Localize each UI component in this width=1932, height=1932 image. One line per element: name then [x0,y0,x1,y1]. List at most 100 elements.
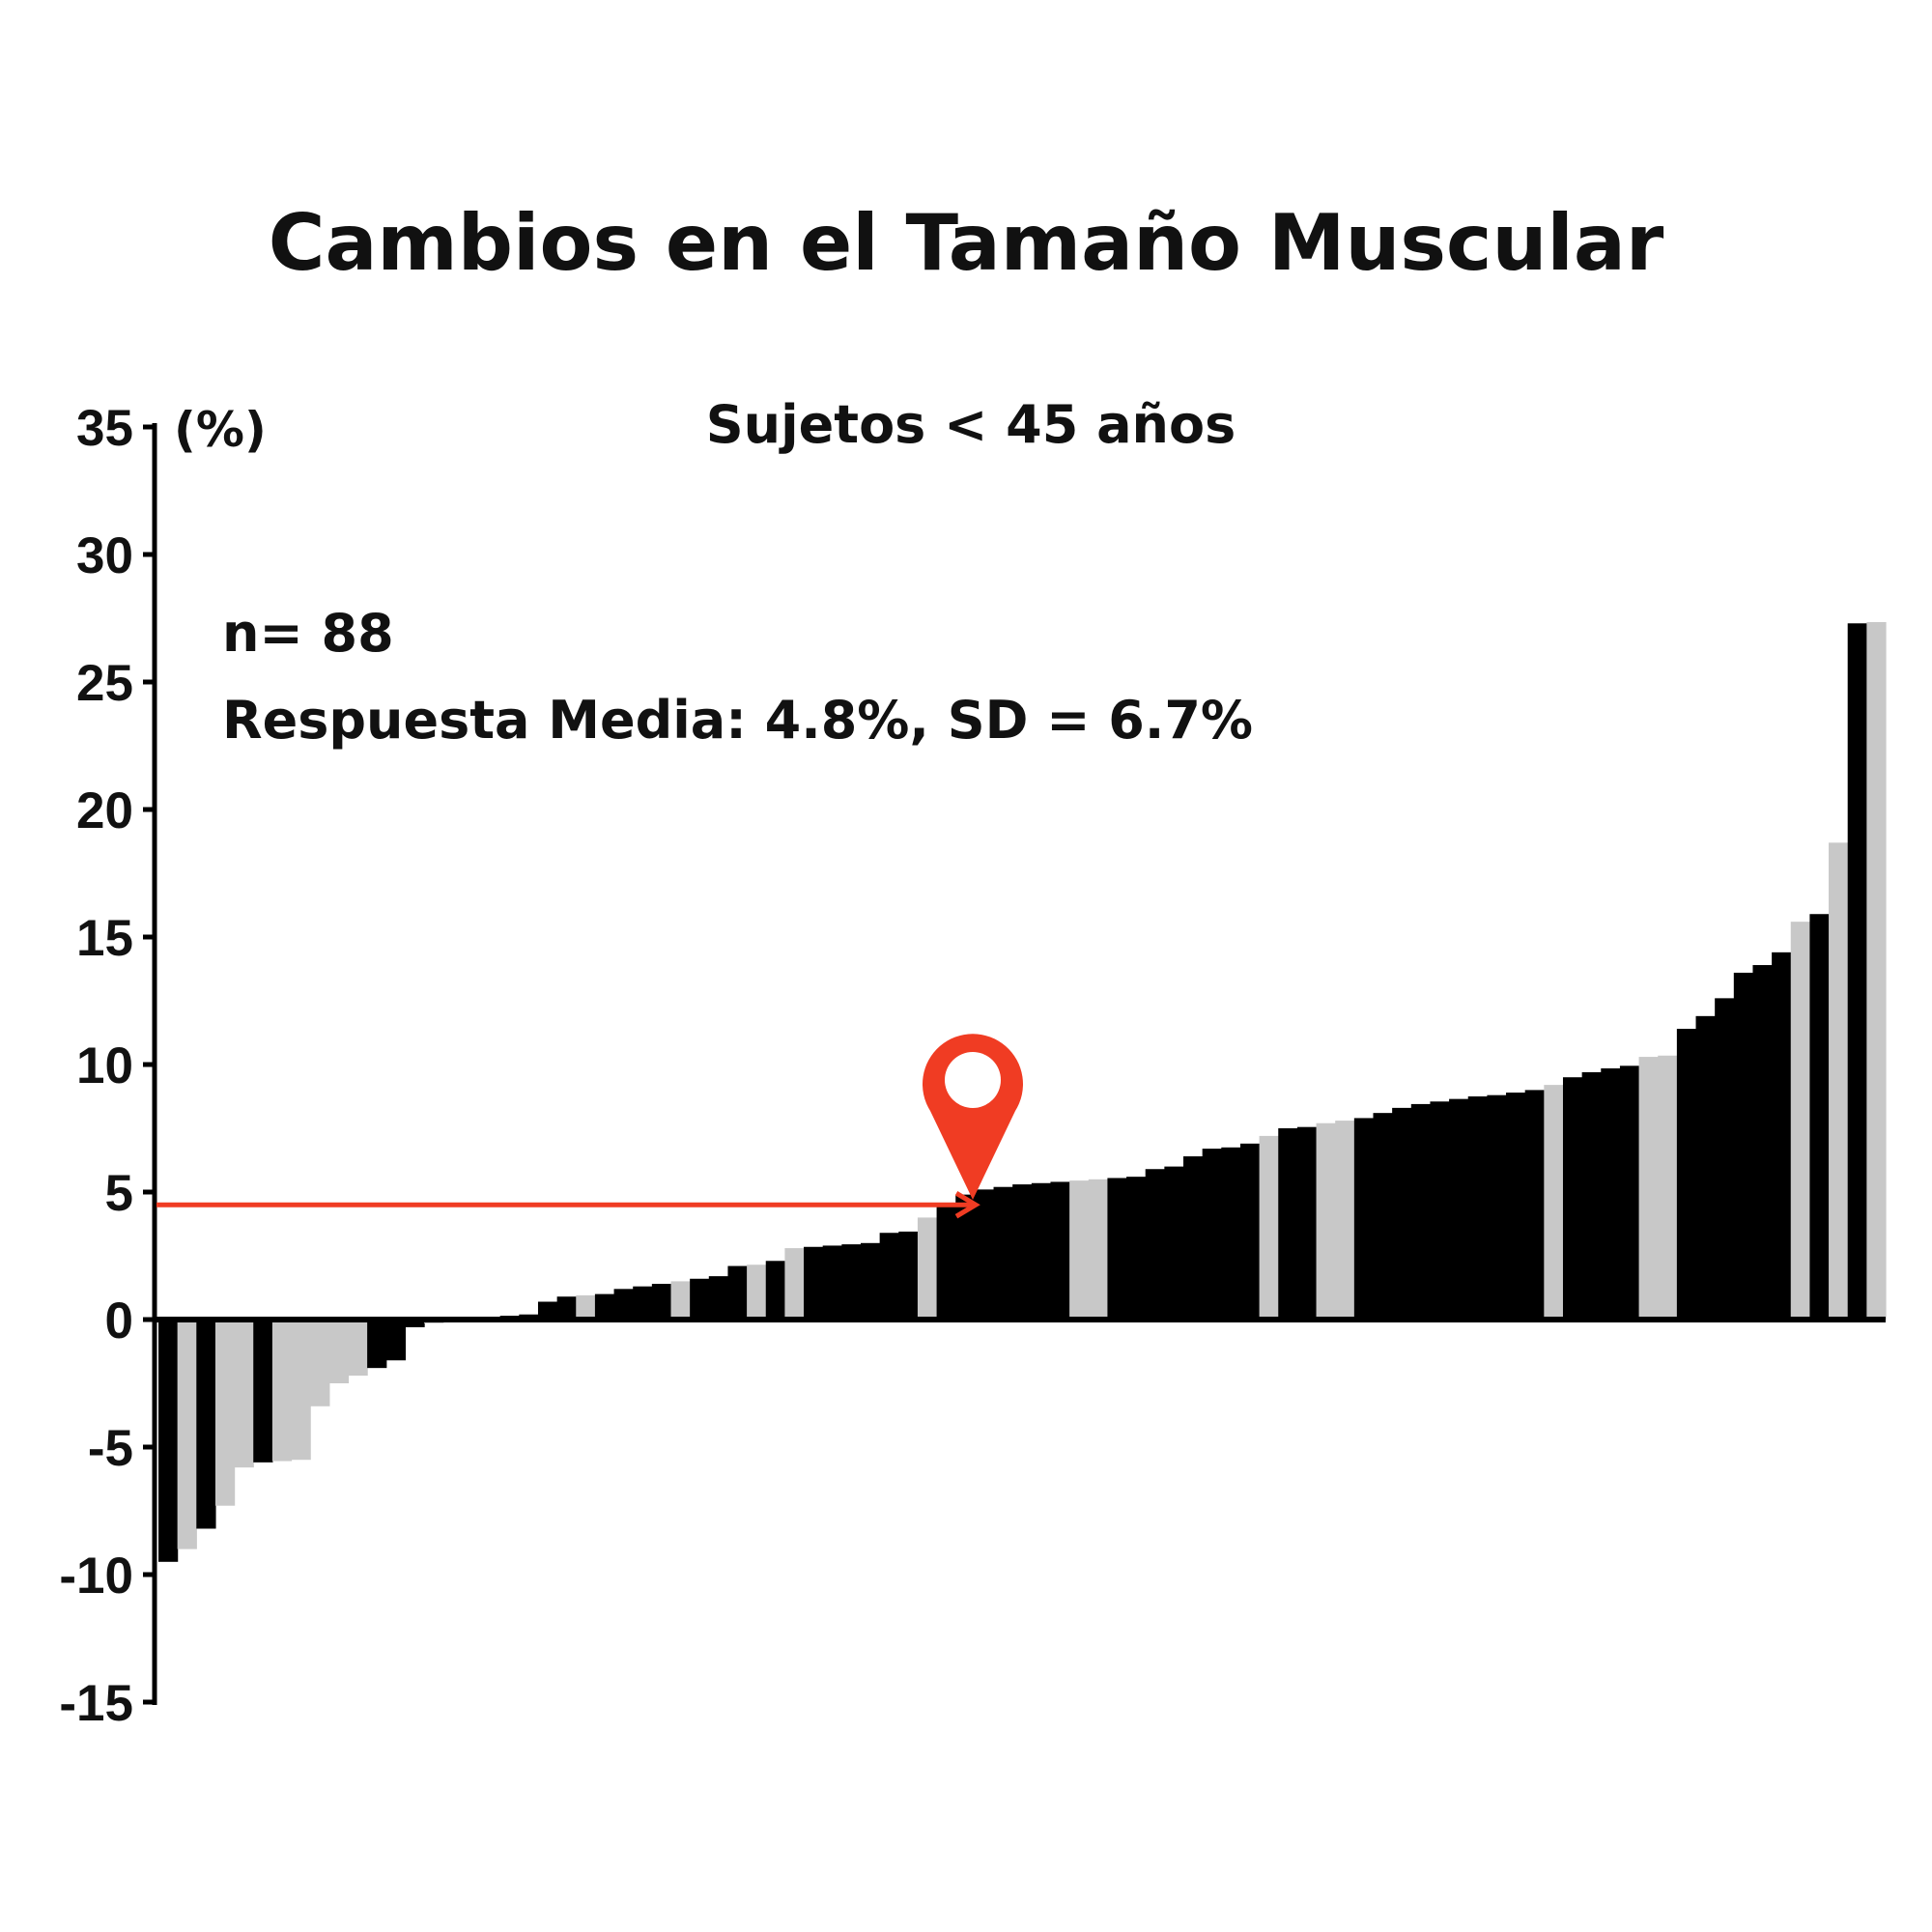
y-tick-label: 0 [105,1293,133,1350]
bar [1202,1149,1222,1320]
y-tick-label: 25 [76,655,133,712]
bar [1145,1169,1165,1320]
bar [651,1284,672,1320]
bar [367,1320,387,1369]
bar [1259,1135,1279,1320]
y-tick-label: -5 [88,1420,133,1477]
bar [860,1242,881,1320]
bar [727,1265,748,1320]
bar [1487,1094,1507,1320]
bar [537,1301,558,1320]
bar [1809,914,1830,1320]
bar [1506,1093,1526,1320]
bar [1866,621,1887,1320]
y-tick-label: 35 [76,400,133,457]
y-unit-label: (%) [174,402,267,458]
bar [1335,1121,1355,1320]
y-tick-label: 10 [76,1037,133,1094]
bar [385,1320,407,1361]
bar [253,1320,273,1463]
bar [1373,1113,1393,1320]
mean-marker-group [156,1034,1023,1219]
bar [1676,1029,1697,1320]
bar [1296,1126,1318,1320]
bar [196,1320,216,1529]
bar [1562,1077,1583,1320]
bar [1467,1096,1488,1320]
bar [690,1278,710,1320]
bar [271,1320,293,1462]
bar [1733,972,1754,1320]
bar [177,1320,197,1549]
bar [1031,1182,1052,1320]
bar [765,1261,785,1320]
bar [1581,1071,1602,1320]
bars-group [158,621,1887,1562]
bar [594,1293,615,1320]
bar [1544,1085,1564,1320]
bar [234,1320,254,1468]
bar [804,1246,824,1320]
y-tick-label: 20 [76,782,133,839]
bar [328,1320,350,1383]
bar [613,1289,634,1320]
bar [1752,965,1773,1320]
bar [556,1296,577,1320]
bar [917,1217,938,1320]
bar [1107,1178,1127,1320]
bar [1790,922,1811,1320]
chart-title: Cambios en el Tamaño Muscular [268,198,1664,288]
bar [1126,1177,1147,1320]
bar [1695,1015,1716,1320]
sample-size-label: n= 88 [222,603,394,664]
bar [1183,1156,1204,1320]
y-tick-label: 15 [76,910,133,967]
bar [1050,1181,1070,1320]
bar [1353,1118,1375,1320]
bar [1316,1122,1336,1320]
axes-group [152,423,1886,1705]
bar [1715,998,1735,1320]
bar [936,1205,956,1320]
bar [576,1294,596,1320]
mean-response-label: Respuesta Media: 4.8%, SD = 6.7% [222,690,1253,751]
bar [1410,1103,1432,1320]
bar [747,1264,767,1320]
y-ticks-group: 35 30 25 20 15 10 5 0 -5 -10 -15 [59,400,155,1732]
bar [1221,1147,1241,1320]
bar [1430,1101,1450,1320]
bar [1164,1166,1184,1320]
location-pin-hole [945,1052,1001,1108]
bar [1619,1065,1640,1320]
bar [670,1281,691,1320]
y-tick-label: -15 [59,1675,133,1732]
bar [841,1244,862,1320]
bar [1658,1055,1678,1320]
bar [1012,1184,1033,1320]
bar [1638,1057,1659,1320]
bar [291,1320,311,1461]
bar [955,1194,976,1320]
bar [993,1186,1013,1320]
bar [633,1286,653,1320]
y-tick-label: -10 [59,1548,133,1605]
bar [1601,1067,1621,1320]
bar [1088,1179,1109,1320]
bar [974,1189,995,1320]
bar [1239,1143,1261,1320]
mean-arrowhead [954,1191,980,1219]
bar [1847,623,1867,1320]
bar [1524,1090,1545,1320]
bar [214,1320,236,1506]
bar [405,1320,425,1327]
bar [1772,952,1792,1320]
bar [879,1233,899,1320]
bar [1449,1098,1469,1320]
bar [1278,1128,1298,1320]
bar [310,1320,330,1406]
bar [708,1276,729,1320]
bar [348,1320,368,1377]
bar [1829,842,1849,1320]
bar [158,1320,179,1562]
